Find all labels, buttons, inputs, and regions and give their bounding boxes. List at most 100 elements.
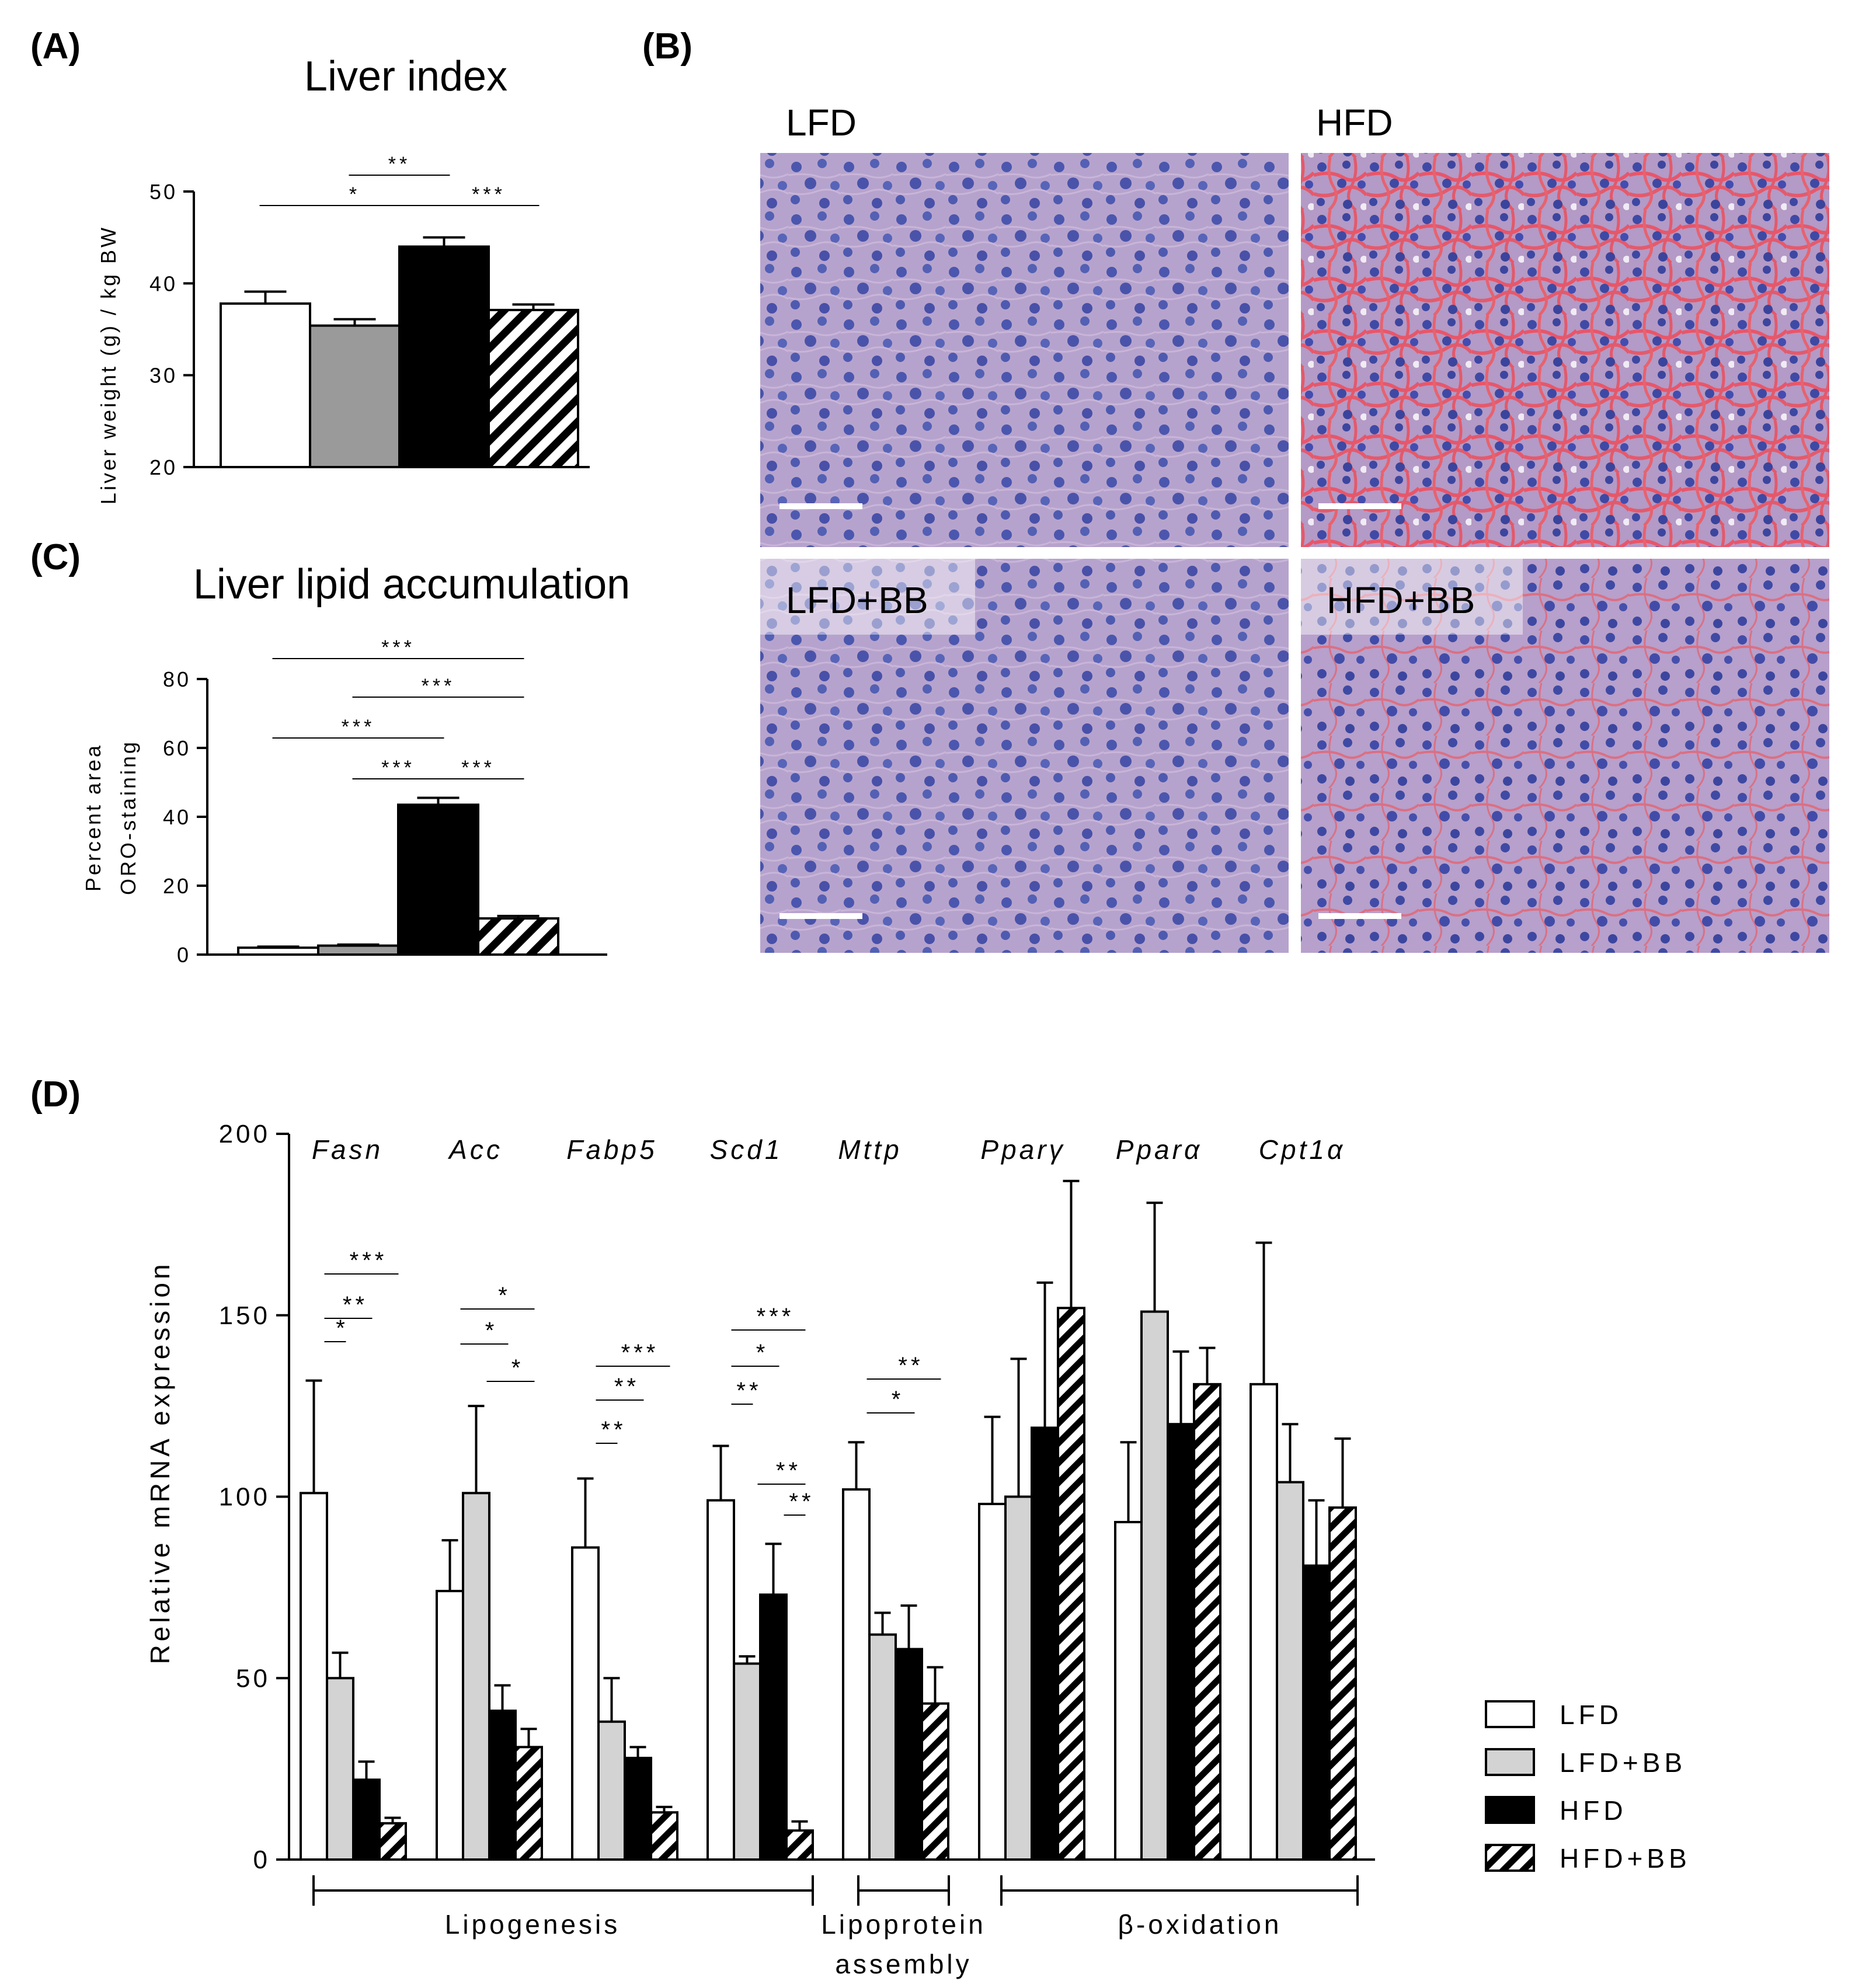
panel-c-bar-hfd xyxy=(397,803,479,956)
panel-c-significance-label: *** xyxy=(381,757,415,779)
gene-label-7: Cpt1α xyxy=(1259,1134,1345,1165)
scale-bar-hfd xyxy=(1318,503,1401,509)
panel-a-y-tick-label: 30 xyxy=(149,364,178,388)
micrograph-hfd xyxy=(1301,153,1829,547)
gene-label-5: Pparγ xyxy=(980,1134,1065,1165)
bar-5-hfd xyxy=(1031,1426,1059,1861)
bar-6-lfd-bb xyxy=(1140,1310,1169,1861)
panel-a-significance-label: * xyxy=(349,183,360,206)
label-backdrop-lfd-bb xyxy=(760,559,975,635)
panel-c-significance-label: *** xyxy=(381,636,415,659)
panel-d-chart: Relative mRNA expression 0 50 100 150 200 Fas… xyxy=(145,1120,1691,1979)
bar-2-hfd xyxy=(624,1756,652,1861)
bar-2-lfd-bb xyxy=(597,1720,626,1861)
gene-label-1: Acc xyxy=(447,1134,503,1165)
label-backdrop-hfd-bb xyxy=(1301,559,1523,635)
panel-a-bar-hfd xyxy=(398,245,490,468)
bar-1-hfd-bb xyxy=(514,1746,543,1861)
panel-a-y-tick-label: 50 xyxy=(149,180,178,204)
panel-c-y-tick-label: 20 xyxy=(163,874,191,898)
panel-d-y-tick-label: 100 xyxy=(219,1483,270,1512)
panel-c-y-tick-label: 40 xyxy=(163,805,191,829)
significance-label: ** xyxy=(789,1489,814,1514)
panel-label-a: (A) xyxy=(30,26,81,67)
panel-label-d: (D) xyxy=(30,1074,81,1115)
panel-c-significance-label: *** xyxy=(342,716,375,738)
panel-a-bar-hfd-bb xyxy=(488,308,579,469)
panel-d-y-tick-label: 150 xyxy=(219,1301,270,1330)
micrograph-label-hfd-bb: HFD+BB xyxy=(1327,579,1475,621)
panel-label-b: (B) xyxy=(642,26,692,67)
panel-a-chart: Liver index Liver weight (g) / kg BW 20 3… xyxy=(96,53,590,504)
panel-a-y-tick-label: 40 xyxy=(149,271,178,295)
gene-label-6: Pparα xyxy=(1116,1134,1202,1165)
significance-label: * xyxy=(336,1315,349,1341)
significance-label: *** xyxy=(621,1340,659,1366)
panel-d-y-tick-label: 50 xyxy=(236,1664,270,1693)
panel-c-y-tick-label: 0 xyxy=(177,943,191,967)
micrograph-lfd xyxy=(760,153,1289,547)
significance-label: ** xyxy=(614,1374,639,1399)
bar-2-hfd-bb xyxy=(650,1811,678,1861)
bar-4-hfd-bb xyxy=(921,1702,949,1861)
bar-0-lfd-bb xyxy=(326,1677,354,1861)
bar-6-hfd-bb xyxy=(1193,1383,1221,1861)
significance-label: * xyxy=(892,1387,904,1412)
panel-a-y-axis-label: Liver weight (g) / kg BW xyxy=(96,225,120,504)
bar-7-hfd-bb xyxy=(1328,1506,1357,1861)
panel-c-significance-label: *** xyxy=(461,757,495,779)
bar-3-lfd xyxy=(706,1499,735,1861)
panel-a-significance-label: ** xyxy=(388,153,410,175)
significance-label: * xyxy=(756,1340,769,1366)
gene-label-3: Scd1 xyxy=(710,1134,783,1165)
significance-label: ** xyxy=(601,1417,626,1443)
legend-swatch-lfd xyxy=(1485,1700,1535,1728)
bar-5-lfd-bb xyxy=(1004,1495,1033,1861)
legend-label-hfd-bb: HFD+BB xyxy=(1560,1843,1691,1874)
panel-a-bar-lfd xyxy=(220,302,311,468)
legend-label-lfd-bb: LFD+BB xyxy=(1560,1747,1686,1778)
panel-c-y-tick-label: 80 xyxy=(163,667,191,691)
panel-a-bar-lfd-bb xyxy=(309,324,401,468)
bar-2-lfd xyxy=(571,1546,600,1861)
legend-swatch-hfd xyxy=(1485,1796,1535,1824)
panel-c-chart: Liver lipid accumulation Percent area OR… xyxy=(81,561,630,967)
group-label: Lipogenesis xyxy=(445,1909,621,1940)
panel-a-y-tick-label: 20 xyxy=(149,455,178,479)
significance-label: ** xyxy=(736,1378,761,1404)
bar-4-lfd-bb xyxy=(868,1633,897,1861)
bar-1-hfd xyxy=(488,1710,517,1861)
bar-0-lfd xyxy=(300,1492,328,1861)
significance-label: ** xyxy=(898,1353,923,1378)
bar-0-hfd-bb xyxy=(378,1822,407,1861)
panel-label-c: (C) xyxy=(30,537,81,577)
scale-bar-lfd-bb xyxy=(779,913,862,919)
group-label-line1: Lipoprotein xyxy=(821,1909,986,1940)
panel-c-significance-label: *** xyxy=(422,675,455,697)
micrograph-label-hfd: HFD xyxy=(1316,102,1393,144)
bar-6-hfd xyxy=(1167,1423,1195,1861)
legend-label-hfd: HFD xyxy=(1560,1795,1627,1826)
significance-label: ** xyxy=(776,1458,801,1484)
panel-d-y-tick-label: 0 xyxy=(253,1846,270,1874)
significance-label: *** xyxy=(350,1248,388,1273)
panel-a-title: Liver index xyxy=(304,53,507,100)
panel-c-y-tick-label: 60 xyxy=(163,736,191,760)
panel-b-micrographs: LFD HFD LFD+BB HFD+BB xyxy=(760,102,1829,953)
panel-c-y-axis-label-line2: ORO-staining xyxy=(116,740,140,895)
panel-a-significance-label: *** xyxy=(472,183,506,206)
bar-5-lfd xyxy=(978,1502,1007,1861)
panel-c-bar-lfd-bb xyxy=(317,944,399,956)
legend-label-lfd: LFD xyxy=(1560,1700,1623,1730)
bar-7-lfd-bb xyxy=(1276,1481,1304,1861)
bar-0-hfd xyxy=(352,1778,381,1861)
micrograph-label-lfd: LFD xyxy=(786,102,857,144)
significance-label: * xyxy=(511,1355,524,1381)
group-label-line2: assembly xyxy=(835,1949,972,1979)
bar-7-hfd xyxy=(1302,1564,1331,1861)
scale-bar-lfd xyxy=(779,503,862,509)
bar-5-hfd-bb xyxy=(1057,1307,1085,1861)
legend-swatch-hfd-bb xyxy=(1485,1844,1535,1872)
gene-label-0: Fasn xyxy=(312,1134,383,1165)
